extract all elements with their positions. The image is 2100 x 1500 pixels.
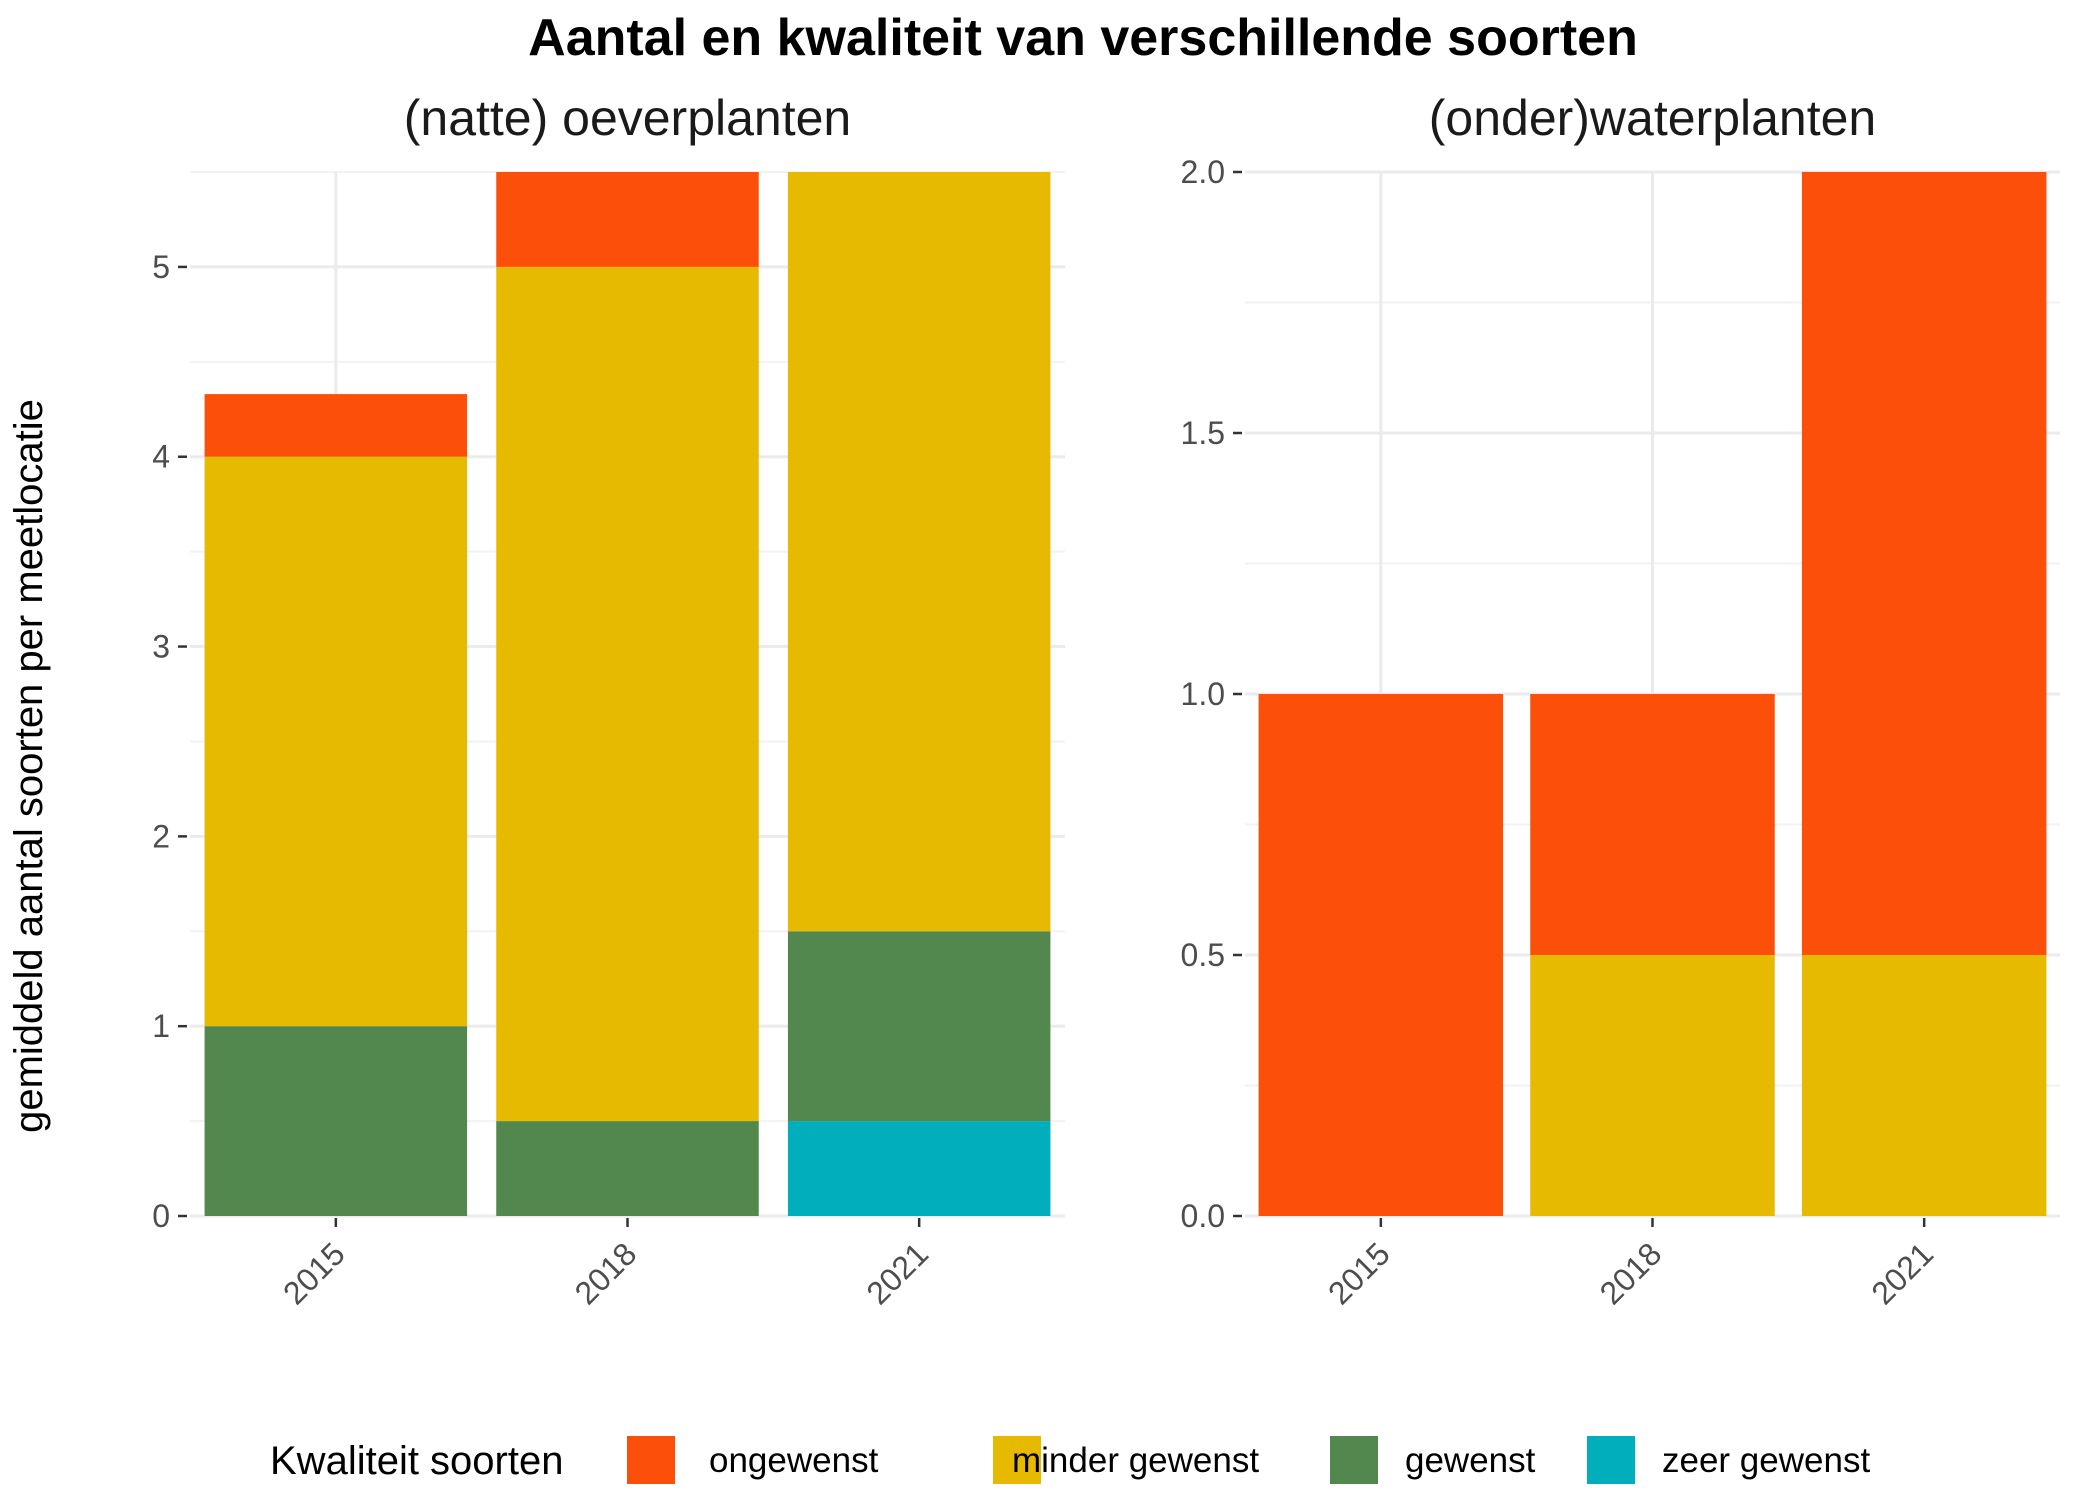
x-tick-label: 2015 bbox=[1321, 1235, 1397, 1311]
legend-items: ongewenst minder gewenst gewenst zeer gewen… bbox=[627, 1436, 1870, 1484]
x-tick-label: 2015 bbox=[276, 1235, 352, 1311]
y-tick-label: 5 bbox=[152, 249, 170, 285]
y-tick-label: 1.0 bbox=[1181, 676, 1225, 712]
legend-title: Kwaliteit soorten bbox=[270, 1439, 563, 1483]
panel-title-onder-waterplanten: (onder)waterplanten bbox=[1429, 90, 1877, 146]
x-tick-label: 2018 bbox=[568, 1235, 644, 1311]
legend-item-ongewenst: ongewenst bbox=[627, 1436, 879, 1484]
x-tick-label: 2018 bbox=[1593, 1235, 1669, 1311]
y-axis-label: gemiddeld aantal soorten per meetlocatie bbox=[7, 399, 51, 1133]
bars bbox=[1258, 172, 2047, 1216]
panel-title-natte-oeverplanten: (natte) oeverplanten bbox=[404, 90, 852, 146]
bar-natte-oeverplanten-2018-minder-gewenst bbox=[496, 266, 759, 1122]
bar-onder-waterplanten-2021-ongewenst bbox=[1801, 172, 2047, 955]
bar-natte-oeverplanten-2015-ongewenst bbox=[204, 394, 468, 457]
bar-onder-waterplanten-2015-ongewenst bbox=[1258, 694, 1504, 1216]
legend-label-ongewenst: ongewenst bbox=[709, 1441, 879, 1480]
legend-item-minder-gewenst: minder gewenst bbox=[993, 1436, 1259, 1484]
legend-swatch-zeer-gewenst bbox=[1587, 1436, 1635, 1484]
y-axis-ticks: 0 1 2 3 4 5 bbox=[152, 249, 187, 1234]
x-axis-ticks: 2015 2018 2021 bbox=[1321, 1218, 1940, 1311]
panel-natte-oeverplanten: (natte) oeverplanten 0 1 2 3 4 5 2015 2018 2021 bbox=[152, 90, 1065, 1311]
bar-natte-oeverplanten-2021-gewenst bbox=[787, 931, 1051, 1122]
bar-natte-oeverplanten-2018-gewenst bbox=[496, 1121, 759, 1216]
x-tick-label: 2021 bbox=[859, 1235, 935, 1311]
bar-onder-waterplanten-2018-ongewenst bbox=[1530, 694, 1775, 955]
y-axis-ticks: 0.0 0.5 1.0 1.5 2.0 bbox=[1181, 154, 1242, 1234]
bar-natte-oeverplanten-2021-minder-gewenst bbox=[787, 172, 1051, 932]
legend-swatch-minder-gewenst bbox=[993, 1436, 1041, 1484]
y-tick-label: 2 bbox=[152, 818, 170, 854]
legend-swatch-gewenst bbox=[1330, 1436, 1378, 1484]
legend-swatch-ongewenst bbox=[627, 1436, 675, 1484]
legend-label-gewenst: gewenst bbox=[1405, 1441, 1536, 1480]
legend-label-zeer-gewenst: zeer gewenst bbox=[1662, 1441, 1870, 1480]
x-axis-ticks: 2015 2018 2021 bbox=[276, 1218, 935, 1311]
y-tick-label: 4 bbox=[152, 439, 170, 475]
y-tick-label: 0.5 bbox=[1181, 937, 1225, 973]
legend-item-zeer-gewenst: zeer gewenst bbox=[1587, 1436, 1870, 1484]
x-tick-label: 2021 bbox=[1864, 1235, 1940, 1311]
y-tick-label: 0.0 bbox=[1181, 1198, 1225, 1234]
legend-item-gewenst: gewenst bbox=[1330, 1436, 1536, 1484]
y-tick-label: 0 bbox=[152, 1198, 170, 1234]
y-tick-label: 3 bbox=[152, 629, 170, 665]
bar-onder-waterplanten-2018-minder-gewenst bbox=[1530, 955, 1775, 1216]
legend: Kwaliteit soorten ongewenst minder gewens… bbox=[270, 1436, 1870, 1484]
bar-natte-oeverplanten-2018-ongewenst bbox=[496, 172, 759, 267]
y-tick-label: 1.5 bbox=[1181, 415, 1225, 451]
bar-onder-waterplanten-2021-minder-gewenst bbox=[1801, 955, 2047, 1216]
y-tick-label: 2.0 bbox=[1181, 154, 1225, 190]
y-tick-label: 1 bbox=[152, 1008, 170, 1044]
bar-natte-oeverplanten-2015-gewenst bbox=[204, 1026, 468, 1216]
bars bbox=[204, 172, 1051, 1216]
chart-title: Aantal en kwaliteit van verschillende so… bbox=[528, 9, 1638, 67]
bar-natte-oeverplanten-2015-minder-gewenst bbox=[204, 456, 468, 1027]
bar-natte-oeverplanten-2021-zeer-gewenst bbox=[787, 1121, 1051, 1216]
chart-panels: (natte) oeverplanten 0 1 2 3 4 5 2015 2018 2021 (o… bbox=[152, 90, 2060, 1311]
legend-label-minder-gewenst: minder gewenst bbox=[1012, 1441, 1259, 1480]
